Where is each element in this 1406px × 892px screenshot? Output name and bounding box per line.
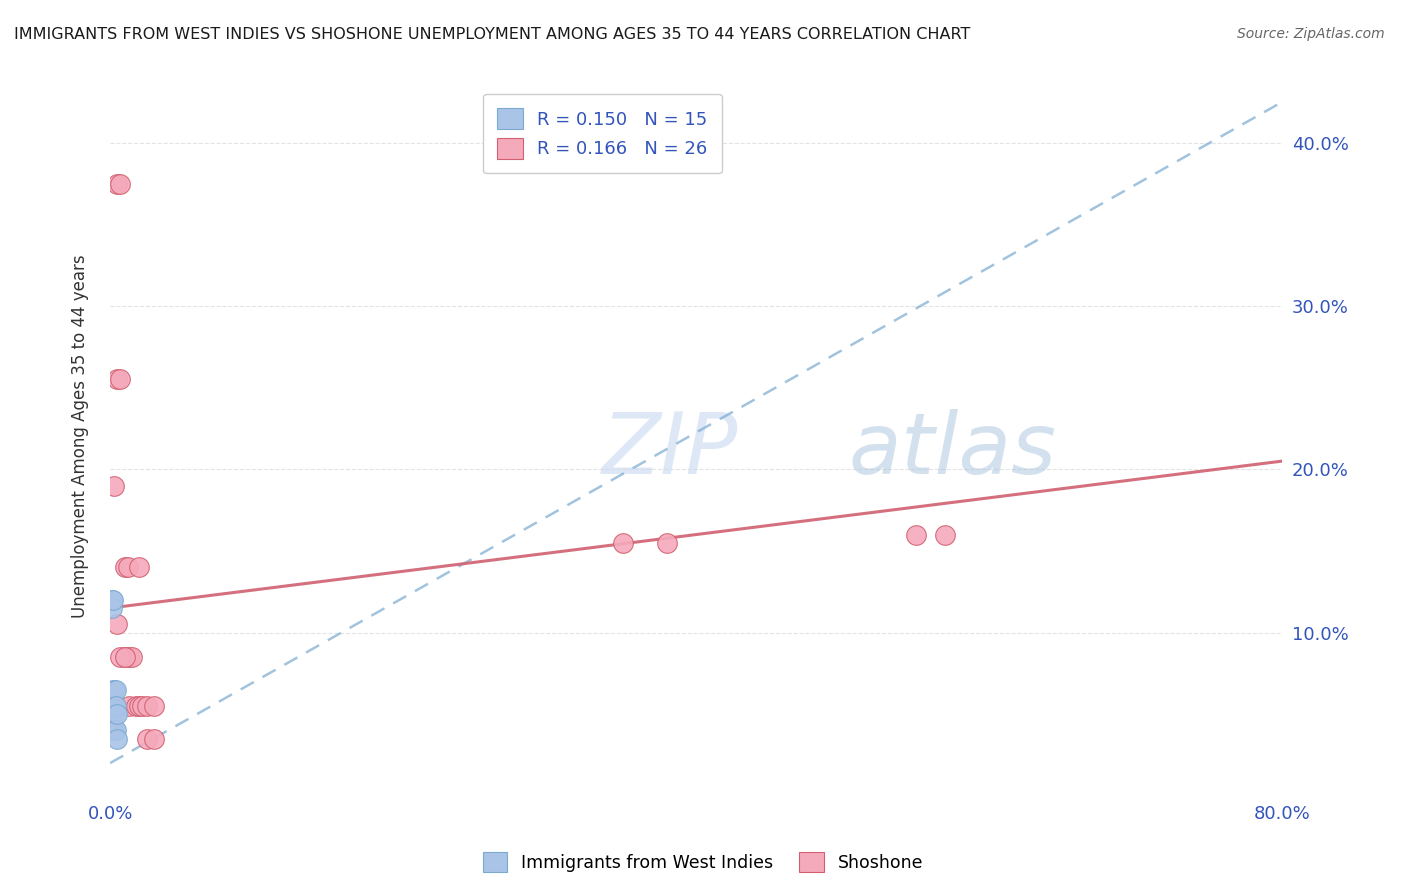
Point (105, 617, 128, 632)
Point (110, 650, 132, 665)
Point (143, 698, 166, 713)
Point (131, 698, 153, 713)
Point (110, 177, 132, 191)
Point (105, 177, 128, 191)
Text: ZIP: ZIP (602, 409, 738, 492)
Y-axis label: Unemployment Among Ages 35 to 44 years: Unemployment Among Ages 35 to 44 years (72, 255, 89, 618)
Point (101, 592, 124, 607)
Point (114, 650, 136, 665)
Point (114, 650, 136, 665)
Point (934, 527, 956, 541)
Point (103, 478, 125, 492)
Text: Source: ZipAtlas.com: Source: ZipAtlas.com (1237, 27, 1385, 41)
Point (101, 723, 124, 738)
Point (103, 698, 125, 713)
Point (101, 682, 124, 697)
Point (125, 698, 148, 713)
Text: atlas: atlas (849, 409, 1056, 492)
Point (121, 650, 143, 665)
Legend: R = 0.150   N = 15, R = 0.166   N = 26: R = 0.150 N = 15, R = 0.166 N = 26 (482, 94, 721, 173)
Point (143, 731, 166, 746)
Point (128, 560, 150, 574)
Point (104, 682, 127, 697)
Point (135, 731, 157, 746)
Point (103, 723, 125, 738)
Point (110, 372, 132, 386)
Point (105, 707, 128, 722)
Point (104, 723, 127, 738)
Point (128, 698, 150, 713)
Point (105, 372, 128, 386)
Point (101, 698, 124, 713)
Point (105, 731, 128, 746)
Point (114, 560, 136, 574)
Point (904, 527, 927, 541)
Point (118, 698, 141, 713)
Legend: Immigrants from West Indies, Shoshone: Immigrants from West Indies, Shoshone (477, 845, 929, 879)
Text: IMMIGRANTS FROM WEST INDIES VS SHOSHONE UNEMPLOYMENT AMONG AGES 35 TO 44 YEARS C: IMMIGRANTS FROM WEST INDIES VS SHOSHONE … (14, 27, 970, 42)
Point (100, 601, 122, 615)
Point (135, 698, 157, 713)
Point (655, 535, 678, 549)
Point (117, 560, 139, 574)
Point (612, 535, 634, 549)
Point (104, 698, 127, 713)
Point (103, 707, 125, 722)
Point (100, 592, 122, 607)
Point (118, 650, 141, 665)
Point (103, 682, 125, 697)
